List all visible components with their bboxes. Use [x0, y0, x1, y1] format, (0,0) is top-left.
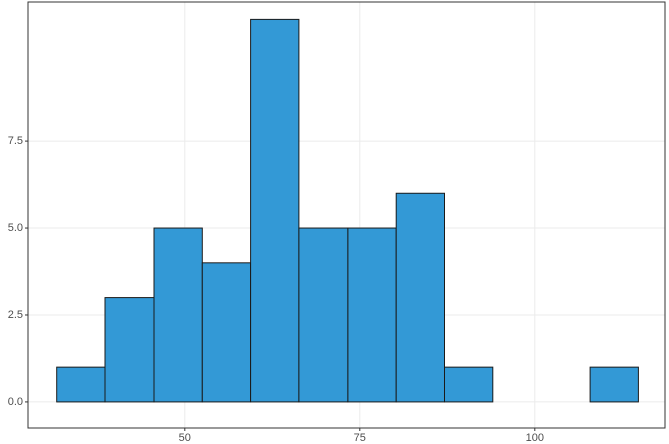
x-tick-label: 75: [354, 432, 366, 444]
bar: [250, 18, 300, 403]
panel: [27, 1, 666, 429]
bar: [347, 227, 397, 403]
y-tick-label: 7.5: [8, 135, 23, 147]
bar: [56, 366, 106, 403]
bar: [104, 297, 155, 403]
x-tick-label: 100: [526, 432, 544, 444]
bar: [298, 227, 349, 403]
x-tick-label: 50: [179, 432, 191, 444]
y-tick-label: 0.0: [8, 396, 23, 408]
bar: [395, 192, 446, 403]
bar: [589, 366, 639, 403]
bar: [444, 366, 494, 403]
bar: [201, 262, 252, 403]
y-tick-label: 2.5: [8, 309, 23, 321]
bar: [153, 227, 203, 403]
y-tick-label: 5.0: [8, 222, 23, 234]
